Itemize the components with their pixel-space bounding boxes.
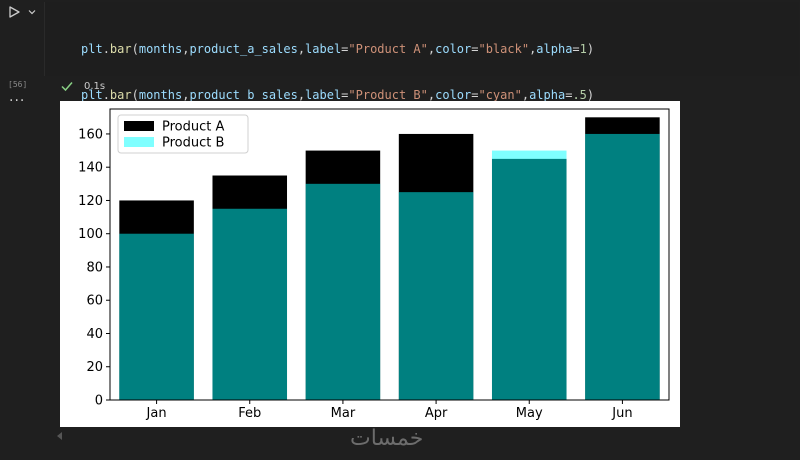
y-tick-label: 120 xyxy=(78,194,103,209)
y-tick-label: 0 xyxy=(95,394,103,409)
execution-time: 0.1s xyxy=(84,80,106,92)
ellipsis-icon[interactable]: ··· xyxy=(9,93,26,109)
legend-swatch xyxy=(124,121,154,131)
check-icon xyxy=(61,82,73,92)
watermark: خمسات xyxy=(350,426,424,451)
code-line: plt.bar(months,product_b_sales,label="Pr… xyxy=(81,88,595,103)
bar-product-b xyxy=(212,208,288,400)
x-tick-label: Feb xyxy=(238,406,261,421)
y-tick-label: 100 xyxy=(78,227,103,242)
plot-frame xyxy=(109,108,670,401)
bar-product-b xyxy=(398,192,474,400)
execution-status: 0.1s xyxy=(60,78,105,94)
y-tick-label: 60 xyxy=(86,294,103,309)
bar-product-b xyxy=(305,183,381,400)
bar-chart: 0 20 40 60 80 100 120 140 160 Jan Feb Mar Apr May Jun P… xyxy=(78,108,670,421)
play-icon[interactable] xyxy=(7,5,21,19)
x-tick-label: Jan xyxy=(146,406,167,421)
y-tick-label: 20 xyxy=(86,360,103,375)
code-lines: plt.bar(months,product_a_sales,label="Pr… xyxy=(81,12,594,225)
cell-gutter: [56] ··· xyxy=(0,0,44,460)
bar-product-b xyxy=(585,133,660,400)
y-tick-label: 40 xyxy=(86,327,103,342)
chevron-down-icon[interactable] xyxy=(27,7,37,17)
x-tick-label: Mar xyxy=(331,406,356,421)
legend-label: Product A xyxy=(162,120,224,135)
plot-output: 0 20 40 60 80 100 120 140 160 Jan Feb Mar Apr May Jun P… xyxy=(60,101,680,427)
execution-count: [56] xyxy=(8,80,28,89)
x-tick-label: May xyxy=(516,406,543,421)
y-tick-label: 160 xyxy=(78,127,103,142)
code-line: plt.bar(months,product_a_sales,label="Pr… xyxy=(81,42,595,57)
legend-label: Product B xyxy=(162,136,224,151)
y-tick-label: 140 xyxy=(78,161,103,176)
x-tick-label: Jun xyxy=(611,406,632,421)
bar-product-b xyxy=(491,150,567,400)
y-tick-label: 80 xyxy=(86,260,103,275)
bar-product-b xyxy=(119,233,194,400)
x-tick-label: Apr xyxy=(425,406,448,421)
code-editor[interactable]: plt.bar(months,product_a_sales,label="Pr… xyxy=(44,2,799,193)
legend-swatch xyxy=(124,137,154,147)
scroll-left-icon[interactable] xyxy=(56,432,64,440)
